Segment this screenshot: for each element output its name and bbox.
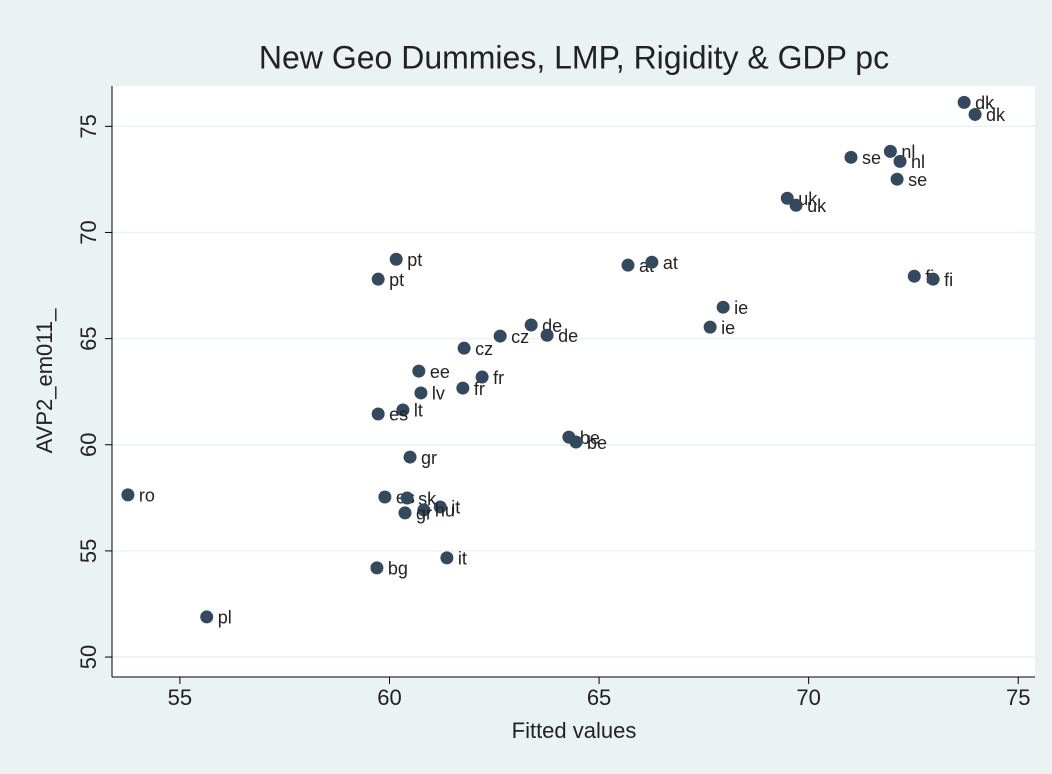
point [456,381,470,395]
point [926,272,940,286]
y-axis-title: AVP2_em011_ [32,308,57,453]
y-tick-label: 60 [76,433,101,457]
point [780,191,794,205]
point [968,107,982,121]
point-label: cz [511,327,529,347]
point-label: fr [493,368,504,388]
plot-area [112,86,1035,677]
point [403,450,417,464]
point [883,144,897,158]
point-label: lt [414,401,423,421]
point [569,435,583,449]
point-label: pl [218,608,232,628]
point [400,491,414,505]
point-label: ro [139,486,155,506]
point [645,255,659,269]
point [621,258,635,272]
point-label: nl [911,152,925,172]
point-label: be [587,433,607,453]
point [370,561,384,575]
point-label: gr [416,504,432,524]
point [893,154,907,168]
point-label: pt [389,270,404,290]
x-tick-label: 70 [796,685,820,710]
point [433,500,447,514]
x-tick-label: 55 [168,685,192,710]
point [890,172,904,186]
point-label: dk [986,105,1006,125]
y-tick-label: 75 [76,114,101,138]
point [417,503,431,517]
point [907,269,921,283]
point [493,329,507,343]
point [540,328,554,342]
point [389,252,403,266]
point [378,490,392,504]
x-tick-label: 65 [587,685,611,710]
point [200,610,214,624]
point [957,95,971,109]
point-label: uk [807,196,827,216]
point [789,198,803,212]
point-label: gr [421,448,437,468]
point-label: be [580,428,600,448]
point-label: uk [798,189,818,209]
point [396,403,410,417]
point [398,506,412,520]
point-label: lv [432,384,445,404]
point-label: se [908,170,927,190]
point [475,370,489,384]
point [716,300,730,314]
x-tick-label: 60 [377,685,401,710]
point [844,150,858,164]
point-label: se [862,148,881,168]
point-label: ie [734,298,748,318]
point [412,364,426,378]
point-label: cz [475,339,493,359]
point-label: es [389,405,408,425]
x-axis-title: Fitted values [512,718,637,743]
chart-title: New Geo Dummies, LMP, Rigidity & GDP pc [259,39,889,75]
point [703,320,717,334]
point [524,318,538,332]
point [371,407,385,421]
point-label: it [458,549,467,569]
point-label: fi [944,270,953,290]
point [440,551,454,565]
x-tick-label: 75 [1006,685,1030,710]
point-label: fr [474,379,485,399]
point-label: at [663,253,678,273]
point-label: bg [388,559,408,579]
point [371,272,385,286]
y-tick-label: 70 [76,220,101,244]
y-tick-label: 55 [76,539,101,563]
y-tick-label: 50 [76,645,101,669]
point-label: ee [430,362,450,382]
y-tick-label: 65 [76,326,101,350]
point-label: pt [407,250,422,270]
point [414,386,428,400]
point-label: hu [435,501,455,521]
point-label: dk [975,93,995,113]
point-label: de [558,326,578,346]
point [457,341,471,355]
point-label: ie [721,318,735,338]
point-label: it [451,498,460,518]
point [121,488,135,502]
